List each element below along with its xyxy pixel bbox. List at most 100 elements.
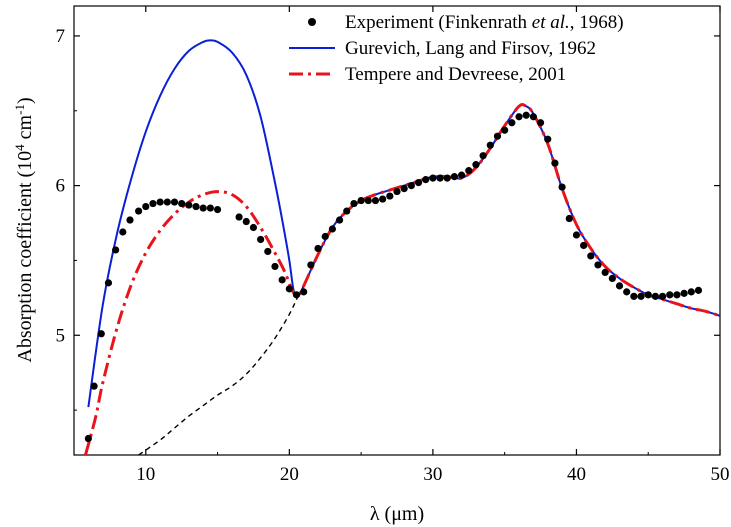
experiment-point (694, 286, 703, 294)
experiment-point (135, 207, 143, 215)
experiment-point (328, 225, 336, 233)
experiment-point (544, 135, 552, 143)
experiment-point (558, 183, 566, 191)
experiment-point (414, 179, 423, 187)
experiment-point (565, 214, 573, 223)
experiment-point (458, 171, 466, 179)
experiment-point (608, 274, 616, 282)
series-line-td (84, 103, 720, 455)
x-tick-label: 40 (567, 464, 586, 485)
experiment-point (436, 174, 444, 182)
experiment-point (321, 232, 329, 241)
experiment-point (119, 228, 127, 236)
experiment-point (687, 288, 695, 296)
experiment-point (651, 292, 660, 300)
experiment-point (594, 261, 602, 269)
y-axis-title: Absorption coefficient (104 cm-1) (12, 97, 36, 362)
series-line-dashed (138, 296, 299, 455)
experiment-point (472, 161, 480, 169)
legend-label: Gurevich, Lang and Firsov, 1962 (345, 38, 596, 59)
experiment-point (673, 291, 681, 299)
experiment-point (379, 195, 387, 203)
experiment-point (104, 279, 113, 287)
experiment-point (142, 202, 150, 211)
x-axis-title: λ (μm) (370, 503, 424, 525)
experiment-point (429, 174, 437, 182)
experiment-point (666, 291, 674, 299)
experiment-point (185, 201, 193, 209)
experiment-point (386, 192, 394, 200)
experiment-point (644, 291, 652, 299)
experiment-point (350, 199, 358, 208)
experiment-point (199, 204, 207, 212)
experiment-point (271, 262, 279, 271)
legend-label: Experiment (Finkenrath et al., 1968) (345, 12, 624, 33)
experiment-point (529, 113, 537, 121)
experiment-point (422, 176, 430, 184)
experiment-point (300, 288, 308, 296)
legend-label: Tempere and Devreese, 2001 (345, 64, 566, 85)
experiment-point (601, 268, 609, 277)
experiment-point (364, 196, 372, 205)
experiment-point (206, 204, 214, 212)
y-tick-label: 5 (56, 325, 66, 346)
experiment-point (515, 113, 523, 121)
experiment-point (637, 292, 645, 300)
experiment-point (680, 289, 688, 297)
experiment-point (407, 182, 415, 190)
experiment-point (278, 276, 286, 284)
experiment-point (156, 198, 164, 206)
legend-marker-dot (308, 18, 316, 26)
experiment-point (522, 111, 530, 119)
experiment-point (126, 216, 134, 224)
experiment-point (149, 199, 157, 208)
experiment-point (580, 241, 588, 250)
experiment-point (572, 231, 581, 239)
experiment-point (450, 173, 459, 181)
x-tick-label: 50 (711, 464, 730, 485)
experiment-point (343, 207, 351, 215)
experiment-point (479, 152, 487, 160)
experiment-point (97, 330, 105, 338)
experiment-point (400, 184, 408, 193)
experiment-point (443, 174, 451, 182)
experiment-point (536, 119, 545, 127)
y-tick-label: 7 (56, 26, 66, 47)
experiment-points (84, 111, 703, 443)
plot-frame (73, 5, 721, 456)
axis-ticks: 10 20 30 40 50 5 6 7 (56, 6, 730, 485)
experiment-point (551, 159, 559, 167)
experiment-point (486, 141, 494, 149)
experiment-point (192, 202, 200, 211)
experiment-point (112, 246, 120, 254)
experiment-point (658, 292, 667, 300)
experiment-point (213, 205, 222, 214)
x-tick-label: 20 (280, 464, 299, 485)
experiment-point (587, 252, 595, 260)
y-tick-label: 6 (56, 176, 66, 197)
experiment-point (501, 126, 509, 134)
experiment-point (242, 217, 250, 226)
experiment-point (249, 223, 258, 232)
experiment-point (264, 247, 272, 256)
experiment-point (307, 261, 315, 269)
experiment-point (178, 199, 186, 208)
series-lines (84, 39, 720, 455)
experiment-point (371, 196, 380, 205)
series-line-glf (87, 39, 720, 408)
experiment-point (630, 292, 638, 300)
experiment-point (335, 216, 344, 224)
x-tick-label: 10 (136, 464, 155, 485)
experiment-point (465, 167, 473, 175)
experiment-point (357, 196, 365, 205)
experiment-point (235, 213, 243, 221)
experiment-point (493, 132, 502, 140)
experiment-point (623, 288, 631, 296)
experiment-point (84, 434, 92, 443)
experiment-point (393, 187, 401, 196)
experiment-point (292, 291, 301, 299)
experiment-point (285, 285, 293, 293)
experiment-point (90, 382, 98, 390)
experiment-point (170, 198, 179, 206)
